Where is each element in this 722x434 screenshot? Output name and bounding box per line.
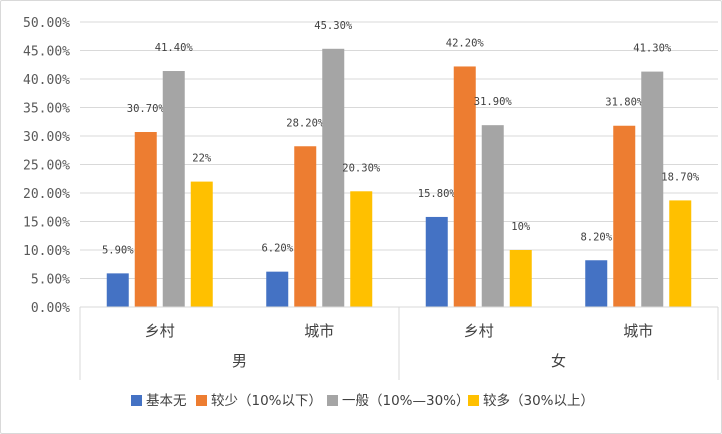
bar <box>509 250 532 307</box>
bar <box>322 48 345 307</box>
bar <box>425 216 448 307</box>
legend-label: 较多（30%以上） <box>483 392 594 409</box>
data-label: 30.70% <box>127 103 166 115</box>
data-label: 10% <box>511 221 531 233</box>
bar <box>613 125 636 308</box>
legend-label: 较少（10%以下） <box>211 393 322 409</box>
data-label: 45.30% <box>314 20 353 32</box>
bar <box>162 71 185 308</box>
y-tick-label: 40.00% <box>23 73 70 88</box>
bar <box>585 260 608 307</box>
data-label: 28.20% <box>286 117 325 129</box>
data-label: 41.30% <box>633 43 672 55</box>
bar <box>481 125 504 307</box>
y-tick-label: 0.00% <box>31 301 70 316</box>
data-label: 31.90% <box>474 96 513 108</box>
bar <box>669 200 692 307</box>
bar <box>641 71 664 307</box>
y-tick-label: 45.00% <box>23 45 70 60</box>
category-label: 城市 <box>623 322 653 340</box>
bar <box>190 181 213 307</box>
data-label: 20.30% <box>342 162 381 174</box>
data-label: 42.20% <box>446 37 485 49</box>
y-tick-label: 15.00% <box>23 216 70 231</box>
y-tick-label: 5.00% <box>31 273 70 288</box>
data-label: 6.20% <box>261 243 293 255</box>
bar <box>134 132 157 307</box>
data-label: 18.70% <box>661 171 700 183</box>
data-label: 8.20% <box>580 231 612 243</box>
bar <box>453 66 476 308</box>
legend-label: 一般（10%—30%） <box>342 393 470 409</box>
bar <box>266 271 289 307</box>
category-label: 乡村 <box>145 322 175 340</box>
legend-swatch <box>196 395 207 406</box>
bar <box>106 273 129 307</box>
category-label: 乡村 <box>464 322 494 340</box>
y-tick-label: 50.00% <box>23 16 70 31</box>
data-label: 5.90% <box>102 244 134 256</box>
bar <box>294 146 317 307</box>
y-tick-label: 35.00% <box>23 102 70 117</box>
y-tick-label: 20.00% <box>23 187 70 202</box>
legend-swatch <box>131 395 142 406</box>
bar <box>350 191 373 307</box>
category-label: 城市 <box>304 322 334 340</box>
legend-swatch <box>468 395 479 406</box>
y-tick-label: 30.00% <box>23 130 70 145</box>
group-label: 男 <box>232 352 247 370</box>
data-label: 41.40% <box>155 42 194 54</box>
y-tick-label: 10.00% <box>23 244 70 259</box>
y-tick-label: 25.00% <box>23 159 70 174</box>
legend-label: 基本无 <box>146 392 187 409</box>
data-label: 31.80% <box>605 97 644 109</box>
data-label: 22% <box>192 153 212 165</box>
data-label: 15.80% <box>418 188 457 200</box>
legend-swatch <box>327 395 338 406</box>
group-label: 女 <box>551 352 566 370</box>
